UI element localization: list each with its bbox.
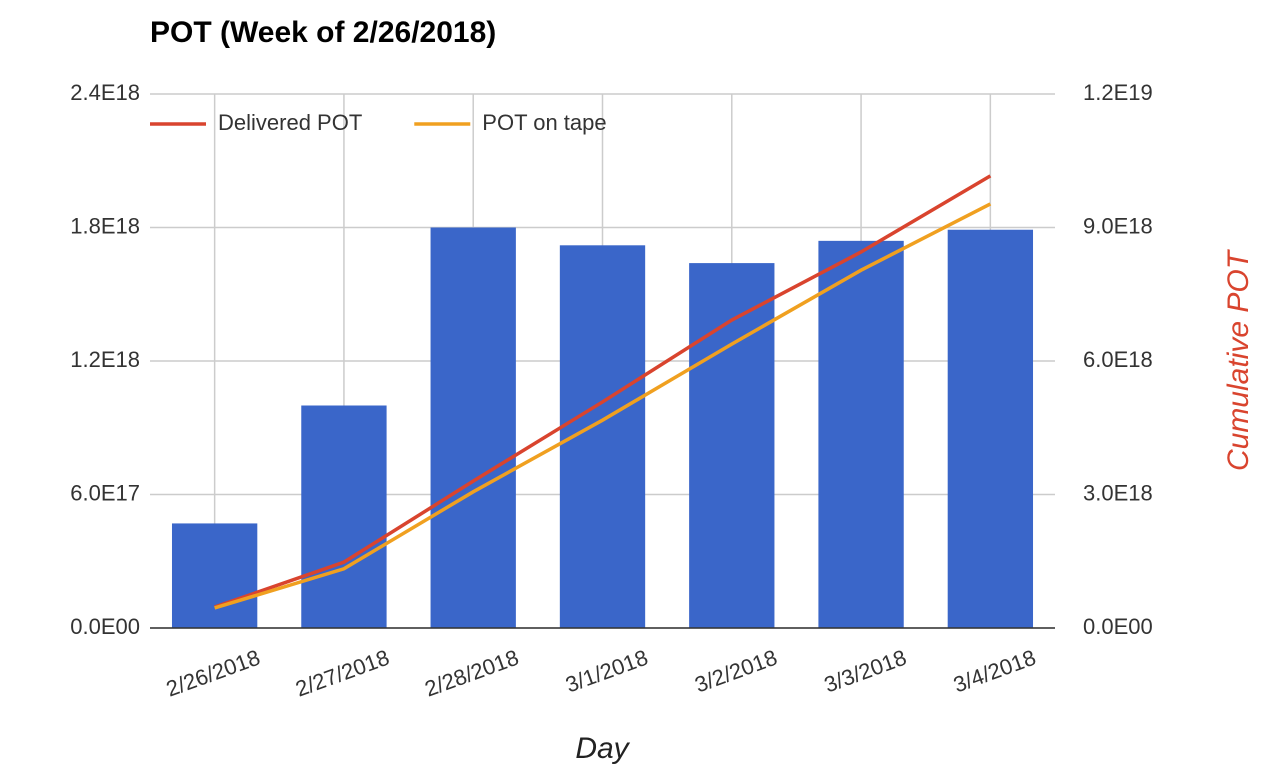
line-series (214, 174, 992, 609)
y-tick-label: 1.8E18 (70, 213, 140, 238)
y2-tick-label: 6.0E18 (1083, 347, 1153, 372)
x-tick-label: 3/4/2018 (950, 645, 1039, 698)
x-tick-label: 2/27/2018 (292, 645, 393, 702)
x-axis-label: Day (575, 732, 630, 765)
legend-label: POT on tape (482, 110, 606, 135)
bar (301, 405, 387, 628)
y2-tick-label: 0.0E00 (1083, 614, 1153, 639)
bar (171, 523, 258, 628)
y2-tick-label: 3.0E18 (1083, 480, 1153, 505)
x-tick-label: 3/3/2018 (821, 645, 910, 698)
chart-title: POT (Week of 2/26/2018) (150, 16, 496, 49)
y-tick-label: 2.4E18 (70, 80, 140, 105)
y-tick-label: 0.0E00 (70, 614, 140, 639)
x-tick-label: 2/28/2018 (421, 645, 522, 702)
bar (818, 240, 904, 628)
legend-label: Delivered POT (218, 110, 362, 135)
x-tick-label: 3/2/2018 (691, 645, 780, 698)
line-series (214, 202, 992, 610)
bar (689, 263, 775, 628)
y-tick-label: 1.2E18 (70, 347, 140, 372)
x-tick-label: 2/26/2018 (163, 645, 264, 702)
bar (947, 229, 1034, 628)
y2-tick-label: 9.0E18 (1083, 213, 1153, 238)
bar (430, 227, 516, 628)
y2-tick-label: 1.2E19 (1083, 80, 1153, 105)
y2-axis-label: Cumulative POT (1222, 248, 1255, 471)
y-tick-label: 6.0E17 (70, 480, 140, 505)
x-tick-label: 3/1/2018 (562, 645, 651, 698)
